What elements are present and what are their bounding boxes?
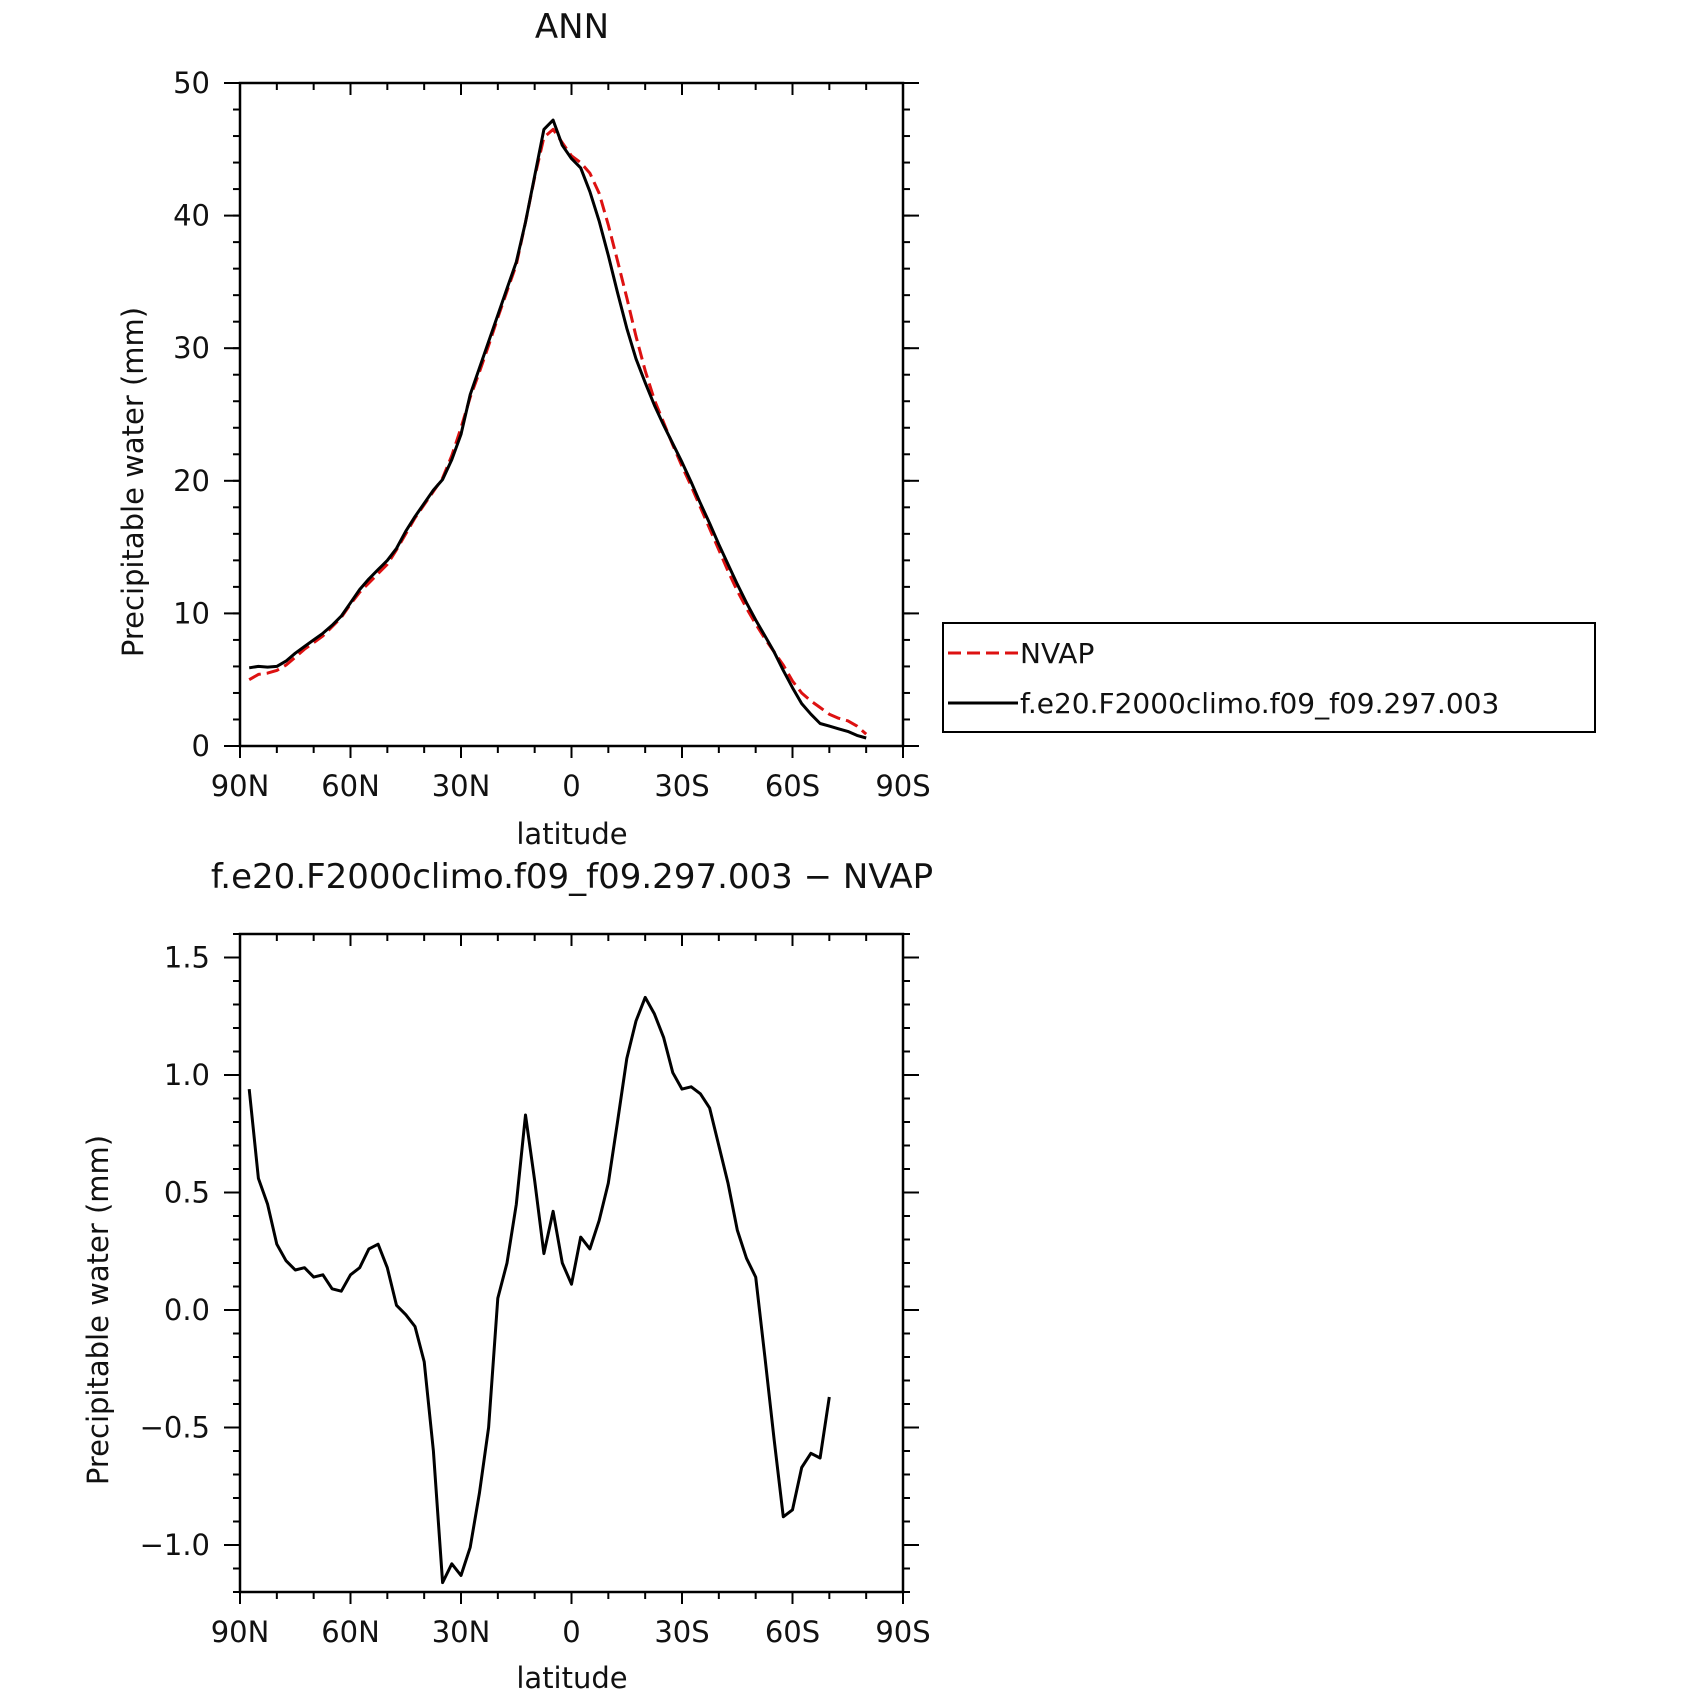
y-tick-label: 0.5 [164,1176,210,1210]
axes: 90N 60N 30N 0 30S 60S 90S 0 10 20 30 40 50 [173,66,931,803]
y-tick-label: 0.0 [164,1293,210,1327]
y-tick-label: 30 [173,331,210,365]
y-axis-title: Precipitable water (mm) [116,307,150,657]
y-axis-title: Precipitable water (mm) [81,1135,115,1485]
legend-label-model: f.e20.F2000climo.f09_f09.297.003 [1020,687,1499,720]
series-group [247,995,831,1585]
x-axis-title: latitude [516,1661,627,1694]
x-tick-label: 60S [765,769,820,803]
panel-annual-mean: ANN latitude Precipitable water (mm) 90N… [116,7,931,851]
x-tick-label: 90N [211,769,270,803]
x-tick-label: 60N [321,769,380,803]
x-tick-label: 0 [562,769,580,803]
y-tick-label: 1.0 [164,1058,210,1092]
x-tick-label: 60N [321,1615,380,1649]
plot-frame [238,932,905,1594]
plot-frame [238,81,905,748]
legend-label-nvap: NVAP [1020,637,1094,670]
legend-box [942,622,1596,733]
y-tick-label: 20 [173,464,210,498]
y-tick-label: 40 [173,199,210,233]
x-tick-label: 30N [432,769,491,803]
series-line-1 [248,118,867,740]
plot-title: ANN [535,7,609,47]
x-axis-title: latitude [516,817,627,851]
panel-difference: f.e20.F2000climo.f09_f09.297.003 − NVAP … [81,857,933,1694]
y-tick-label: 1.5 [164,941,210,975]
series-line-0 [248,127,868,736]
y-tick-label: −0.5 [140,1411,210,1445]
series-line-0 [247,995,831,1585]
x-tick-label: 30S [654,769,709,803]
plot-title: f.e20.F2000climo.f09_f09.297.003 − NVAP [211,857,933,897]
x-tick-label: 30N [432,1615,491,1649]
x-tick-label: 90N [211,1615,270,1649]
x-tick-label: 0 [562,1615,580,1649]
x-tick-label: 60S [765,1615,820,1649]
y-tick-label: 50 [173,66,210,100]
y-tick-label: 10 [173,596,210,630]
x-tick-label: 30S [654,1615,709,1649]
y-tick-label: −1.0 [140,1528,210,1562]
series-group [248,118,868,740]
y-tick-label: 0 [192,729,210,763]
legend: NVAP f.e20.F2000climo.f09_f09.297.003 [942,622,1596,733]
axes: 90N 60N 30N 0 30S 60S 90S −1.0 −0.5 0.0 0.5 1.0 1.5 [140,933,931,1649]
x-tick-label: 90S [875,769,930,803]
x-tick-label: 90S [875,1615,930,1649]
